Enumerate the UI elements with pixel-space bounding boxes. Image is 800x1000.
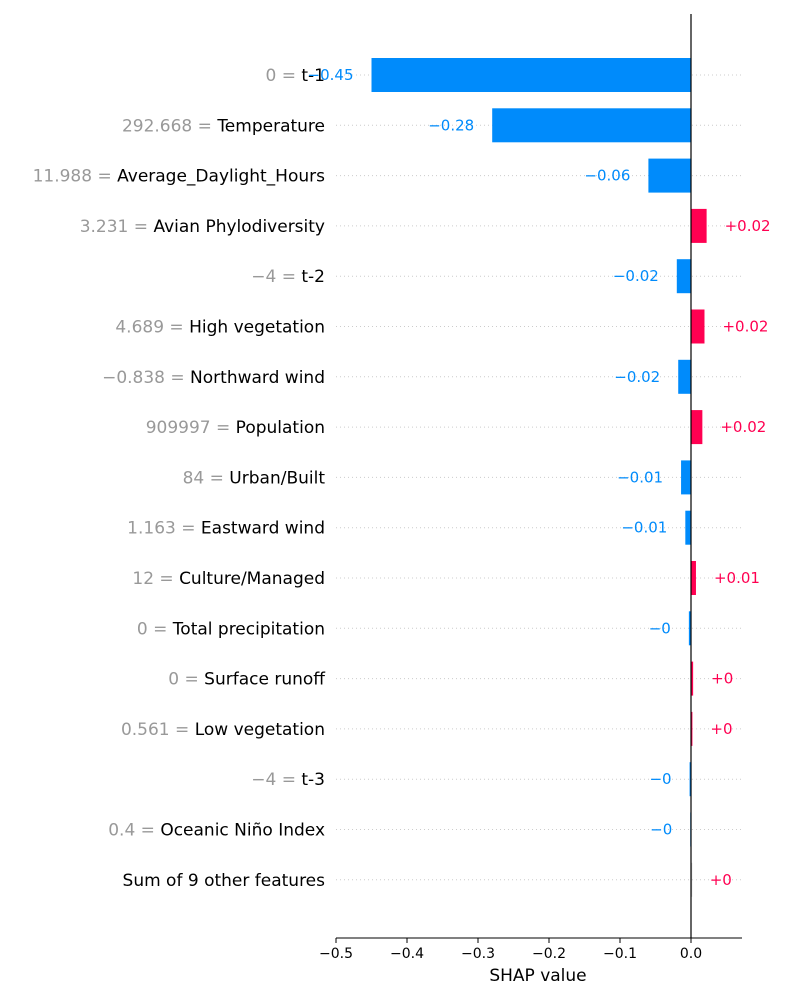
feature-name: Population xyxy=(236,418,325,438)
feature-label: 0.4 = Oceanic Niño Index xyxy=(108,821,325,841)
bar-total-precipitation xyxy=(688,611,691,646)
feature-name: Average_Daylight_Hours xyxy=(117,167,325,187)
feature-name: Oceanic Niño Index xyxy=(160,821,325,841)
bar-value-label: −0.01 xyxy=(617,468,663,486)
feature-label: 12 = Culture/Managed xyxy=(132,569,325,589)
bar-high-vegetation xyxy=(691,309,705,344)
bar-value-label: +0.02 xyxy=(722,318,768,336)
feature-name: t-1 xyxy=(301,66,325,86)
x-tick-label: 0.0 xyxy=(680,946,702,962)
feature-value: −4 = xyxy=(251,267,301,287)
feature-label: −4 = t-3 xyxy=(251,770,325,790)
bar-value-label: +0.02 xyxy=(725,217,771,235)
bar-value-label: −0.02 xyxy=(613,267,659,285)
bar-urban-built xyxy=(681,460,691,495)
feature-label: 4.689 = High vegetation xyxy=(115,318,325,338)
bar-value-label: +0.01 xyxy=(714,569,760,587)
feature-name: Culture/Managed xyxy=(179,569,325,589)
bar-average-daylight-hours xyxy=(648,158,691,193)
feature-value: −4 = xyxy=(251,770,301,790)
bar-value-label: −0 xyxy=(650,821,672,839)
feature-label: 909997 = Population xyxy=(146,418,325,438)
feature-label: 11.988 = Average_Daylight_Hours xyxy=(33,167,326,187)
bar-eastward-wind xyxy=(685,510,691,545)
bar-culture-managed xyxy=(691,561,696,595)
x-tick-label: −0.5 xyxy=(319,946,353,962)
feature-name: Total precipitation xyxy=(172,619,325,639)
feature-name: Eastward wind xyxy=(201,519,325,539)
feature-label: 0 = Surface runoff xyxy=(168,670,326,690)
bar-temperature xyxy=(492,108,691,143)
feature-label: 0.561 = Low vegetation xyxy=(121,720,325,740)
feature-value: 84 = xyxy=(183,468,230,488)
feature-label: Sum of 9 other features xyxy=(123,871,326,891)
feature-value: 3.231 = xyxy=(80,217,154,237)
feature-name: Northward wind xyxy=(190,368,325,388)
feature-label: 1.163 = Eastward wind xyxy=(127,519,325,539)
feature-value: 0.561 = xyxy=(121,720,195,740)
feature-value: 11.988 = xyxy=(33,167,118,187)
bar-northward-wind xyxy=(678,359,691,394)
x-tick-label: −0.4 xyxy=(390,946,424,962)
feature-value: 0.4 = xyxy=(108,821,160,841)
bar-surface-runoff xyxy=(691,661,694,696)
feature-name: Surface runoff xyxy=(204,670,326,690)
bar-value-label: −0.45 xyxy=(308,66,354,84)
bar-value-label: −0.02 xyxy=(614,368,660,386)
feature-name: t-3 xyxy=(301,770,325,790)
feature-name: t-2 xyxy=(301,267,325,287)
bar-value-label: −0 xyxy=(649,619,671,637)
bar-value-label: +0 xyxy=(710,871,732,889)
bar-value-label: −0 xyxy=(649,770,671,788)
bar-low-vegetation xyxy=(691,711,693,746)
feature-value: 0 = xyxy=(168,670,204,690)
x-axis-label: SHAP value xyxy=(489,966,586,986)
x-tick-label: −0.1 xyxy=(603,946,637,962)
feature-name: Sum of 9 other features xyxy=(123,871,326,891)
feature-value: 4.689 = xyxy=(115,318,189,338)
feature-value: 1.163 = xyxy=(127,519,201,539)
feature-label: −0.838 = Northward wind xyxy=(102,368,325,388)
feature-value: 909997 = xyxy=(146,418,236,438)
bar-value-label: −0.01 xyxy=(621,519,667,537)
bar-t-1 xyxy=(371,58,691,92)
bar-avian-phylodiversity xyxy=(691,208,707,243)
bar-value-label: +0.02 xyxy=(720,418,766,436)
feature-label: 292.668 = Temperature xyxy=(122,116,325,136)
feature-value: 0 = xyxy=(137,619,173,639)
feature-name: Urban/Built xyxy=(229,468,325,488)
bar-value-label: −0.06 xyxy=(584,167,630,185)
x-tick-label: −0.3 xyxy=(461,946,495,962)
feature-name: Low vegetation xyxy=(195,720,325,740)
feature-name: Avian Phylodiversity xyxy=(153,217,325,237)
bar-value-label: +0 xyxy=(711,670,733,688)
bar-population xyxy=(691,410,703,445)
feature-value: −0.838 = xyxy=(102,368,190,388)
bar-t-3 xyxy=(689,762,691,797)
feature-name: High vegetation xyxy=(189,318,325,338)
feature-name: Temperature xyxy=(216,116,325,136)
feature-label: 0 = Total precipitation xyxy=(137,619,325,639)
feature-label: −4 = t-2 xyxy=(251,267,325,287)
x-tick-label: −0.2 xyxy=(532,946,566,962)
bar-t-2 xyxy=(676,259,691,294)
feature-label: 3.231 = Avian Phylodiversity xyxy=(80,217,325,237)
feature-value: 292.668 = xyxy=(122,116,217,136)
feature-value: 0 = xyxy=(266,66,302,86)
feature-label: 84 = Urban/Built xyxy=(183,468,326,488)
feature-label: 0 = t-1 xyxy=(266,66,326,86)
bar-value-label: −0.28 xyxy=(428,116,474,134)
feature-value: 12 = xyxy=(132,569,179,589)
bar-value-label: +0 xyxy=(710,720,732,738)
